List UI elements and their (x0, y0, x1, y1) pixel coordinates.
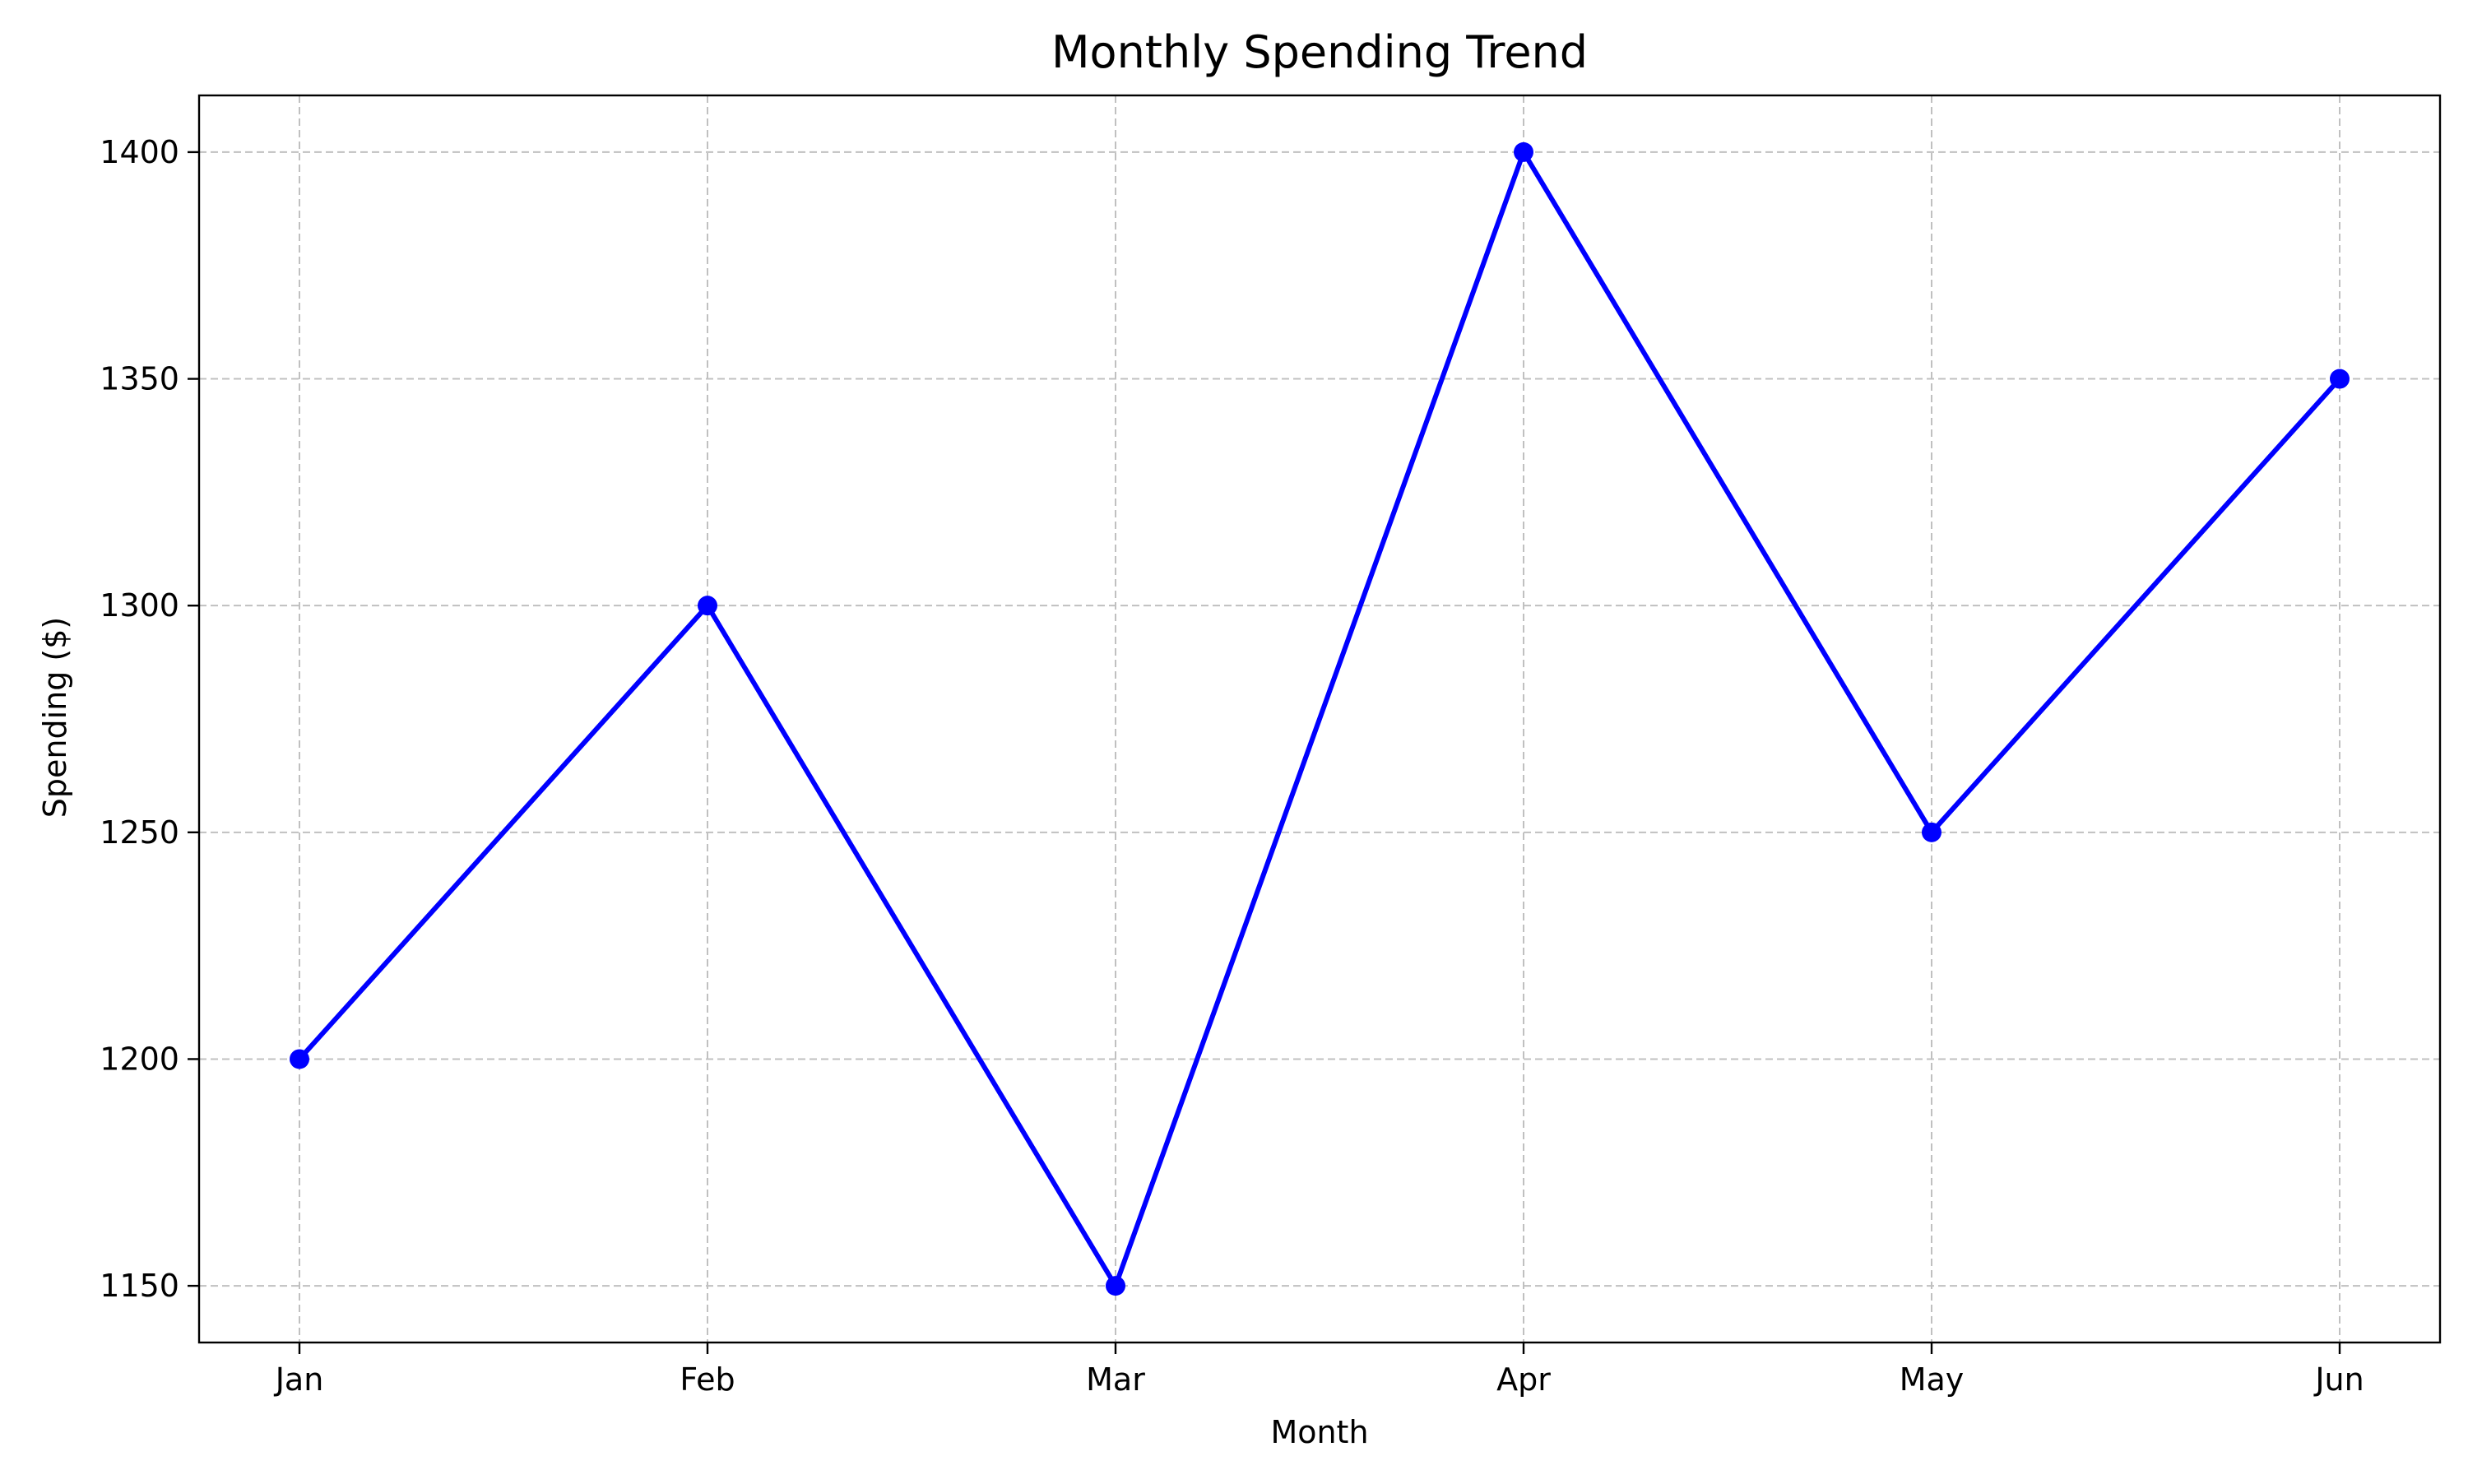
data-point-marker (290, 1049, 309, 1069)
data-point-marker (2330, 369, 2350, 389)
y-tick-label: 1150 (100, 1268, 179, 1304)
data-point-marker (1514, 141, 1533, 162)
x-tick-label: Mar (1086, 1361, 1145, 1398)
grid-lines (199, 95, 2440, 1343)
x-tick-label: Apr (1496, 1361, 1551, 1398)
data-series (290, 141, 2350, 1296)
data-point-marker (698, 596, 717, 616)
x-tick-label: Jan (274, 1361, 324, 1398)
x-axis-label: Month (1270, 1414, 1368, 1450)
x-tick-label: Jun (2313, 1361, 2364, 1398)
data-point-marker (1922, 822, 1941, 842)
chart-title: Monthly Spending Trend (1051, 26, 1588, 78)
y-tick-label: 1400 (100, 134, 179, 170)
y-tick-label: 1300 (100, 587, 179, 624)
y-tick-label: 1200 (100, 1041, 179, 1077)
x-tick-label: Feb (680, 1361, 735, 1398)
y-tick-label: 1250 (100, 814, 179, 851)
plot-area-frame (197, 94, 2442, 1344)
data-point-marker (1106, 1276, 1125, 1296)
x-tick-label: May (1900, 1361, 1965, 1398)
series-line (297, 146, 2342, 1292)
y-tick-label: 1350 (100, 361, 179, 397)
y-axis-label: Spending ($) (37, 617, 73, 819)
axis-ticks: Jan Feb Mar Apr May Jun 1150 1200 1250 1300 1350 14… (100, 134, 2364, 1398)
